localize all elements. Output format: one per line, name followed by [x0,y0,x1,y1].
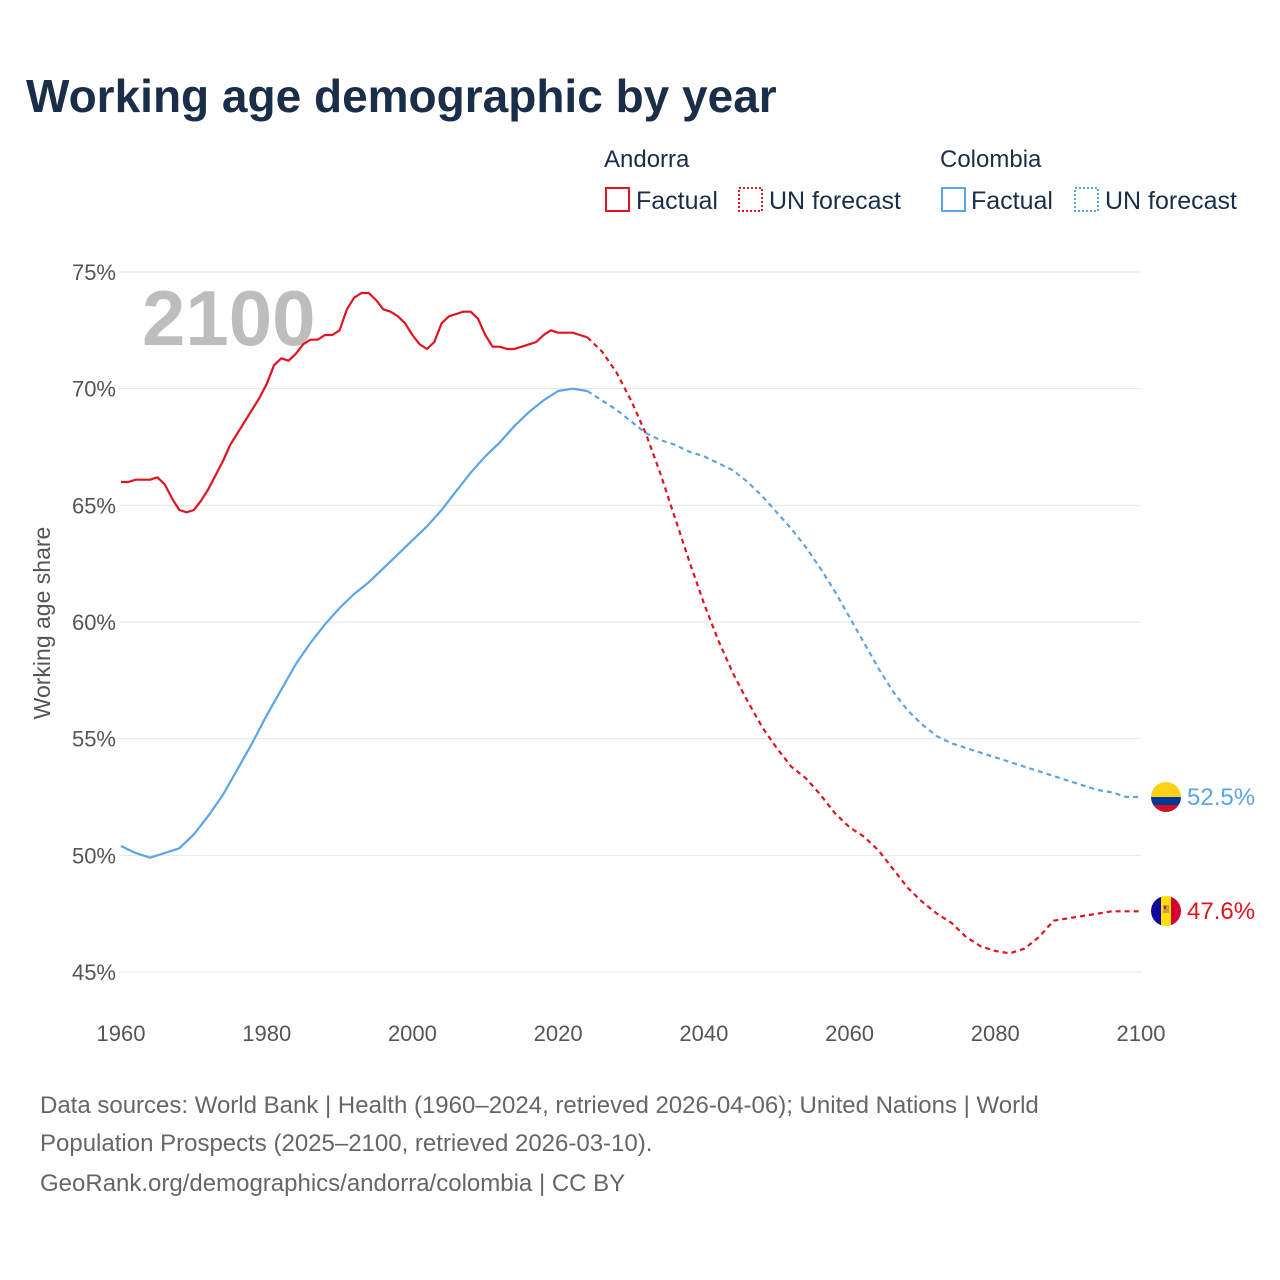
legend-swatch-andorra-factual [605,187,630,212]
x-tick-label: 2040 [679,1021,728,1046]
legend-swatch-andorra-forecast [738,187,763,212]
source-note: Data sources: World Bank | Health (1960–… [40,1092,1039,1197]
x-tick-label: 2080 [971,1021,1020,1046]
y-tick-label: 70% [72,377,116,402]
x-tick-label: 1980 [242,1021,291,1046]
legend-label-andorra-factual: Factual [636,187,718,215]
legend-label-colombia-factual: Factual [971,187,1053,215]
legend-label-andorra-forecast: UN forecast [769,187,901,215]
series-lines [120,291,1141,955]
y-tick-label: 65% [72,493,116,518]
gridlines [119,271,1141,973]
legend-group-colombia: Colombia [940,146,1042,173]
legend-swatch-colombia-forecast [1074,187,1099,212]
colombia-flag-icon [1151,782,1181,812]
end-label-colombia: 52.5% [1187,784,1255,811]
x-axis-ticks: 1960 1980 2000 2020 2040 2060 2080 2100 [97,1021,1166,1046]
x-tick-label: 2000 [388,1021,437,1046]
series-line-colombia-factual [120,387,588,859]
y-axis-label: Working age share [29,527,55,720]
legend-swatch-colombia-factual [941,187,966,212]
end-label-andorra: 47.6% [1187,898,1255,925]
source-line-1: Data sources: World Bank | Health (1960–… [40,1092,1039,1119]
y-tick-label: 55% [72,727,116,752]
andorra-flag-icon [1151,896,1181,926]
x-tick-label: 2060 [825,1021,874,1046]
x-tick-label: 2020 [534,1021,583,1046]
y-tick-label: 75% [72,260,116,285]
y-tick-label: 45% [72,960,116,985]
legend: Andorra Factual UN forecast Colombia Fac… [604,146,1237,215]
end-markers: 52.5% 47.6% [1151,782,1255,926]
y-axis-ticks: 75% 70% 65% 60% 55% 50% 45% [72,260,116,985]
year-overlay: 2100 [142,274,316,362]
series-line-colombia-forecast [586,390,1141,799]
x-tick-label: 1960 [97,1021,146,1046]
y-tick-label: 60% [72,610,116,635]
legend-group-andorra: Andorra [604,146,690,173]
source-line-3: GeoRank.org/demographics/andorra/colombi… [40,1170,625,1197]
x-tick-label: 2100 [1117,1021,1166,1046]
series-line-andorra-factual [121,291,588,514]
legend-label-colombia-forecast: UN forecast [1105,187,1237,215]
y-tick-label: 50% [72,843,116,868]
source-line-2: Population Prospects (2025–2100, retriev… [40,1130,652,1157]
series-line-andorra-forecast [586,336,1141,955]
chart-title: Working age demographic by year [26,70,777,122]
